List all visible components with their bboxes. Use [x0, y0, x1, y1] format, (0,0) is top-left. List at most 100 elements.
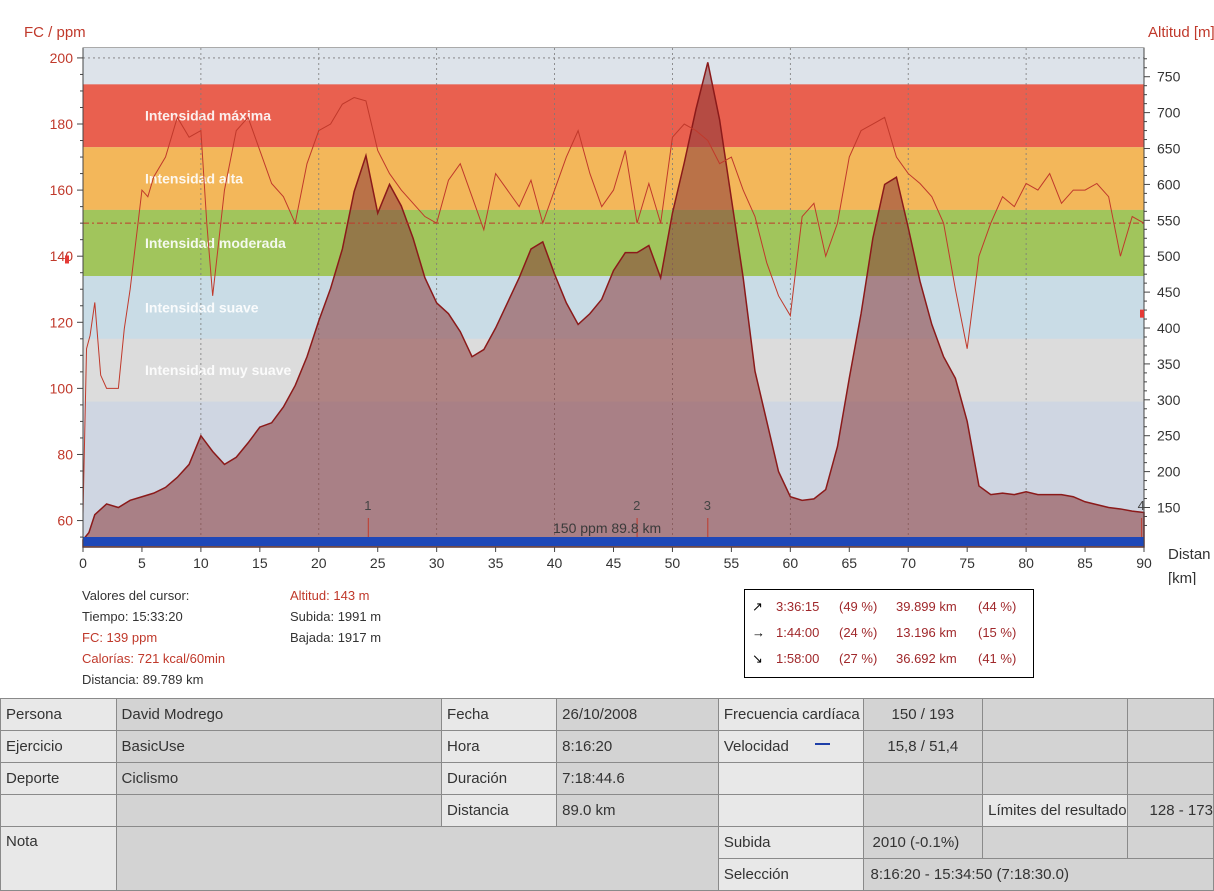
table-row: Nota Subida 2010 (-0.1%): [0, 826, 1214, 891]
summary-distance-pct: (15 %): [978, 625, 1017, 640]
zone-top-band: [83, 48, 1144, 85]
left-axis-title: FC / ppm: [24, 24, 86, 41]
x-tick-label: 5: [138, 555, 146, 571]
x-axis-title-line2: [km]: [1168, 570, 1196, 585]
summary-distance: 13.196 km: [896, 625, 957, 640]
persona-value: David Modrego: [115, 698, 443, 731]
empty-cell: [717, 794, 864, 827]
x-tick-label: 30: [429, 555, 445, 571]
empty-cell: [862, 762, 984, 795]
persona-label: Persona: [0, 698, 117, 731]
summary-distance-pct: (44 %): [978, 599, 1017, 614]
x-tick-label: 85: [1077, 555, 1093, 571]
empty-cell: [982, 730, 1128, 763]
ejercicio-value: BasicUse: [115, 730, 443, 763]
empty-cell: [0, 794, 117, 827]
limites-label: Límites del resultado: [982, 794, 1128, 827]
heart-rate-line: [82, 97, 1145, 546]
altitude-tick-label: 400: [1157, 320, 1181, 336]
zone-band: [83, 147, 1144, 210]
x-tick-label: 25: [370, 555, 386, 571]
hr-cursor-marker: [65, 255, 69, 264]
exercise-chart[interactable]: Intensidad máxima Intensidad alta Intensid…: [0, 0, 1214, 585]
summary-distance: 39.899 km: [896, 599, 957, 614]
summary-time-pct: (49 %): [839, 599, 878, 614]
x-tick-label: 35: [488, 555, 504, 571]
altitude-tick-label: 350: [1157, 356, 1181, 372]
altitude-cursor-marker: [1140, 309, 1144, 318]
x-tick-label: 15: [252, 555, 268, 571]
empty-cell: [982, 698, 1128, 731]
cursor-altitude-panel: Altitud: 143 m Subida: 1991 m Bajada: 19…: [290, 585, 381, 648]
empty-cell: [982, 826, 1128, 859]
x-tick-label: 65: [841, 555, 857, 571]
cursor-altitude: Altitud: 143 m: [290, 588, 370, 603]
hr-tick-label: 120: [50, 314, 74, 330]
distancia-value: 89.0 km: [556, 794, 719, 827]
cursor-hr: FC: 139 ppm: [82, 630, 158, 645]
hr-tick-label: 140: [50, 248, 74, 264]
empty-cell: [115, 794, 443, 827]
altitude-area: [82, 62, 1145, 548]
axes: 0 5 10 15 20 25 30 35 40 45 50 55 60 65 70 75 80 85 906080…: [50, 48, 1181, 571]
nota-value[interactable]: [115, 826, 719, 891]
deporte-label: Deporte: [0, 762, 117, 795]
table-row: Persona David Modrego Fecha 26/10/2008 F…: [0, 698, 1214, 731]
velocidad-cell: Velocidad: [717, 730, 864, 763]
summary-distance-pct: (41 %): [978, 651, 1017, 666]
empty-cell: [862, 794, 984, 827]
x-axis-title-line1: Distan: [1168, 546, 1211, 563]
altitude-tick-label: 500: [1157, 248, 1181, 264]
x-tick-label: 45: [606, 555, 622, 571]
altitude-profile: [82, 62, 1145, 548]
marker-label: 2: [633, 498, 640, 513]
table-row: Deporte Ciclismo Duración 7:18:44.6: [0, 762, 1214, 795]
hr-tick-label: 100: [50, 380, 74, 396]
zone-label: Intensidad moderada: [145, 235, 286, 251]
limites-value: 128 - 173: [1126, 794, 1214, 827]
x-tick-label: 80: [1018, 555, 1034, 571]
altitude-tick-label: 200: [1157, 464, 1181, 480]
x-tick-label: 90: [1136, 555, 1152, 571]
summary-distance: 36.692 km: [896, 651, 957, 666]
speed-bar: [83, 537, 1144, 546]
cursor-time: Tiempo: 15:33:20: [82, 609, 183, 624]
x-tick-label: 0: [79, 555, 87, 571]
altitude-tick-label: 750: [1157, 69, 1181, 85]
cursor-values-header: Valores del cursor:: [82, 588, 190, 603]
velocidad-value: 15,8 / 51,4: [862, 730, 984, 763]
hr-tick-label: 80: [57, 446, 73, 462]
duracion-value: 7:18:44.6: [556, 762, 719, 795]
empty-cell: [1126, 826, 1214, 859]
slope-summary-box: ↗ 3:36:15 (49 %) 39.899 km (44 %) → 1:44…: [744, 589, 1034, 678]
summary-time-pct: (27 %): [839, 651, 878, 666]
duracion-label: Duración: [441, 762, 558, 795]
marker-label: 1: [364, 498, 371, 513]
fecha-label: Fecha: [441, 698, 558, 731]
subida-value: 2010 (-0.1%): [862, 826, 984, 859]
altitude-tick-label: 550: [1157, 212, 1181, 228]
cursor-values-panel: Valores del cursor: Tiempo: 15:33:20 FC:…: [82, 585, 225, 690]
marker-label: 3: [704, 498, 711, 513]
table-row: Ejercicio BasicUse Hora 8:16:20 Velocida…: [0, 730, 1214, 763]
seleccion-value: 8:16:20 - 15:34:50 (7:18:30.0): [862, 858, 1214, 891]
x-tick-label: 70: [900, 555, 916, 571]
speed-legend-swatch: [814, 743, 830, 746]
cursor-ascent: Subida: 1991 m: [290, 609, 382, 624]
x-tick-label: 50: [665, 555, 681, 571]
exercise-details-table: Persona David Modrego Fecha 26/10/2008 F…: [0, 698, 1214, 891]
seleccion-label: Selección: [717, 858, 864, 891]
altitude-tick-label: 600: [1157, 176, 1181, 192]
deporte-value: Ciclismo: [115, 762, 443, 795]
empty-cell: [1126, 730, 1214, 763]
hora-label: Hora: [441, 730, 558, 763]
hora-value: 8:16:20: [556, 730, 719, 763]
altitude-tick-label: 150: [1157, 500, 1181, 516]
fecha-value: 26/10/2008: [556, 698, 719, 731]
flat-arrow-icon: →: [752, 625, 765, 640]
altitude-tick-label: 300: [1157, 392, 1181, 408]
uphill-arrow-icon: ↗: [752, 599, 763, 614]
hr-tick-label: 180: [50, 116, 74, 132]
zone-band: [83, 209, 1144, 277]
zone-label: Intensidad alta: [145, 171, 243, 187]
